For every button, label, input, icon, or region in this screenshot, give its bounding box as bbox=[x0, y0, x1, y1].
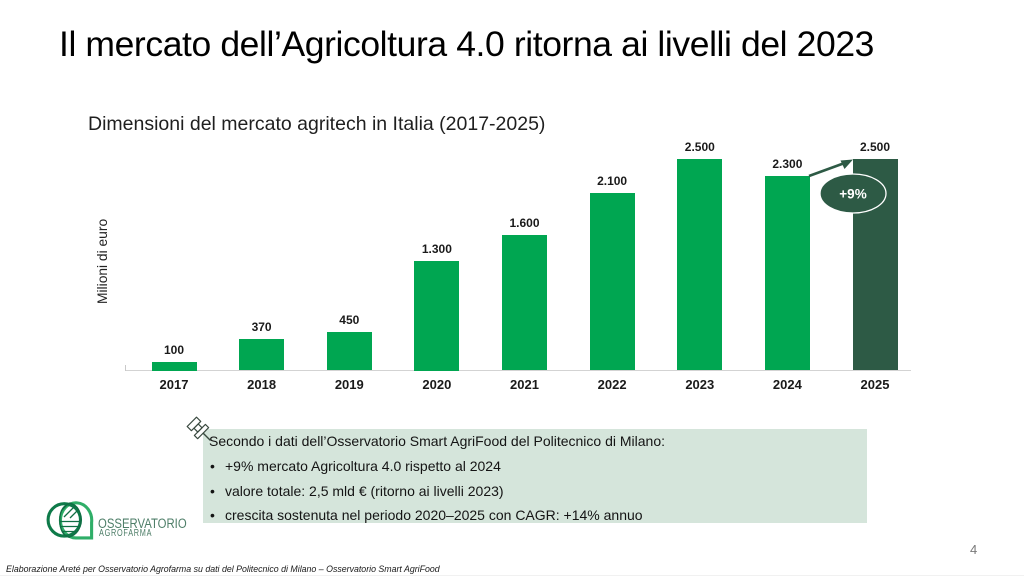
svg-text:+9%: +9% bbox=[839, 187, 866, 202]
